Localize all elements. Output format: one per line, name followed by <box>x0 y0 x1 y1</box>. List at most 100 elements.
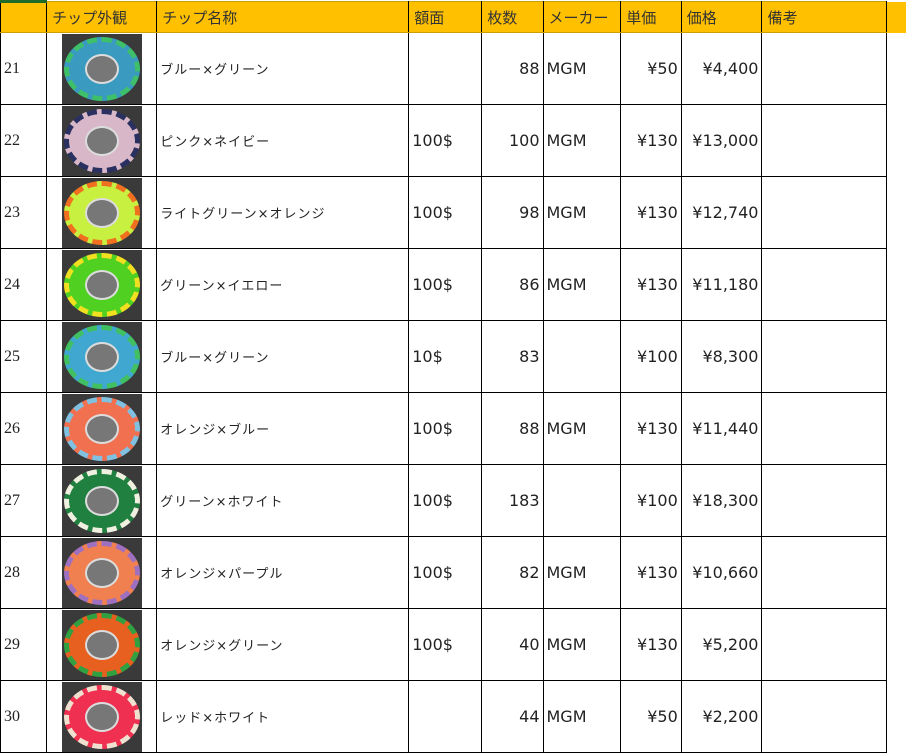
cell-maker[interactable]: MGM <box>542 176 622 249</box>
cell-image[interactable] <box>46 32 158 105</box>
cell-note[interactable] <box>761 608 888 681</box>
cell-no[interactable]: 24 <box>0 248 48 321</box>
cell-count[interactable]: 82 <box>481 536 544 609</box>
cell-unit-price[interactable]: ¥130 <box>620 392 682 465</box>
cell-note[interactable] <box>761 680 888 753</box>
cell-note[interactable] <box>761 392 888 465</box>
chip-photo[interactable] <box>61 249 142 320</box>
chip-photo[interactable] <box>61 609 142 680</box>
cell-unit-price[interactable]: ¥130 <box>620 608 682 681</box>
cell-unit-price[interactable]: ¥50 <box>620 32 682 105</box>
cell-unit-price[interactable]: ¥130 <box>620 104 682 177</box>
cell-unit-price[interactable]: ¥130 <box>620 176 682 249</box>
chip-photo[interactable] <box>61 105 142 176</box>
cell-count[interactable]: 40 <box>481 608 544 681</box>
cell-count[interactable]: 98 <box>481 176 544 249</box>
chip-photo[interactable] <box>61 177 142 248</box>
cell-image[interactable] <box>46 104 158 177</box>
cell-image[interactable] <box>46 392 158 465</box>
cell-count[interactable]: 83 <box>481 320 544 393</box>
cell-name[interactable]: グリーン×ホワイト <box>156 464 410 537</box>
chip-photo[interactable] <box>61 321 142 392</box>
cell-maker[interactable] <box>542 320 622 393</box>
cell-image[interactable] <box>46 248 158 321</box>
cell-face[interactable]: 100$ <box>408 464 483 537</box>
cell-image[interactable] <box>46 608 158 681</box>
cell-face[interactable]: 100$ <box>408 176 483 249</box>
cell-price[interactable]: ¥11,440 <box>680 392 763 465</box>
cell-no[interactable]: 23 <box>0 176 48 249</box>
cell-price[interactable]: ¥10,660 <box>680 536 763 609</box>
cell-image[interactable] <box>46 320 158 393</box>
cell-name[interactable]: レッド×ホワイト <box>156 680 410 753</box>
cell-face[interactable]: 100$ <box>408 104 483 177</box>
cell-price[interactable]: ¥4,400 <box>680 32 763 105</box>
cell-name[interactable]: ピンク×ネイビー <box>156 104 410 177</box>
cell-image[interactable] <box>46 680 158 753</box>
cell-no[interactable]: 26 <box>0 392 48 465</box>
cell-no[interactable]: 25 <box>0 320 48 393</box>
cell-price[interactable]: ¥8,300 <box>680 320 763 393</box>
cell-note[interactable] <box>761 104 888 177</box>
cell-name[interactable]: ブルー×グリーン <box>156 32 410 105</box>
cell-unit-price[interactable]: ¥50 <box>620 680 682 753</box>
cell-maker[interactable]: MGM <box>542 608 622 681</box>
cell-no[interactable]: 28 <box>0 536 48 609</box>
cell-note[interactable] <box>761 464 888 537</box>
cell-count[interactable]: 88 <box>481 32 544 105</box>
cell-face[interactable]: 100$ <box>408 392 483 465</box>
chip-photo[interactable] <box>61 33 142 104</box>
cell-name[interactable]: オレンジ×パープル <box>156 536 410 609</box>
cell-count[interactable]: 86 <box>481 248 544 321</box>
cell-face[interactable]: 100$ <box>408 608 483 681</box>
chip-photo[interactable] <box>61 393 142 464</box>
cell-name[interactable]: ライトグリーン×オレンジ <box>156 176 410 249</box>
cell-name[interactable]: オレンジ×ブルー <box>156 392 410 465</box>
chip-photo[interactable] <box>61 537 142 608</box>
cell-note[interactable] <box>761 536 888 609</box>
cell-count[interactable]: 88 <box>481 392 544 465</box>
cell-count[interactable]: 100 <box>481 104 544 177</box>
cell-price[interactable]: ¥11,180 <box>680 248 763 321</box>
cell-no[interactable]: 30 <box>0 680 48 753</box>
header-cell[interactable]: 価格 <box>680 1 763 33</box>
header-cell[interactable]: チップ名称 <box>156 1 410 33</box>
cell-note[interactable] <box>761 320 888 393</box>
cell-price[interactable]: ¥18,300 <box>680 464 763 537</box>
cell-maker[interactable] <box>542 464 622 537</box>
cell-maker[interactable]: MGM <box>542 104 622 177</box>
cell-count[interactable]: 44 <box>481 680 544 753</box>
cell-note[interactable] <box>761 176 888 249</box>
cell-maker[interactable]: MGM <box>542 536 622 609</box>
cell-image[interactable] <box>46 464 158 537</box>
cell-price[interactable]: ¥5,200 <box>680 608 763 681</box>
cell-price[interactable]: ¥13,000 <box>680 104 763 177</box>
cell-no[interactable]: 21 <box>0 32 48 105</box>
cell-face[interactable]: 100$ <box>408 248 483 321</box>
header-cell[interactable]: 額面 <box>408 1 483 33</box>
cell-face[interactable]: 10$ <box>408 320 483 393</box>
cell-price[interactable]: ¥2,200 <box>680 680 763 753</box>
cell-face[interactable]: 100$ <box>408 536 483 609</box>
cell-maker[interactable]: MGM <box>542 248 622 321</box>
header-cell[interactable]: チップ外観 <box>46 1 158 33</box>
cell-maker[interactable]: MGM <box>542 680 622 753</box>
cell-unit-price[interactable]: ¥130 <box>620 248 682 321</box>
cell-note[interactable] <box>761 248 888 321</box>
cell-maker[interactable]: MGM <box>542 32 622 105</box>
header-cell[interactable]: 枚数 <box>481 1 544 33</box>
header-cell[interactable]: 単価 <box>620 1 682 33</box>
cell-no[interactable]: 27 <box>0 464 48 537</box>
cell-unit-price[interactable]: ¥100 <box>620 320 682 393</box>
cell-note[interactable] <box>761 32 888 105</box>
chip-photo[interactable] <box>61 465 142 536</box>
cell-unit-price[interactable]: ¥100 <box>620 464 682 537</box>
header-cell[interactable] <box>0 0 48 33</box>
cell-maker[interactable]: MGM <box>542 392 622 465</box>
cell-price[interactable]: ¥12,740 <box>680 176 763 249</box>
cell-face[interactable] <box>408 680 483 753</box>
header-cell[interactable]: メーカー <box>542 1 622 33</box>
cell-image[interactable] <box>46 536 158 609</box>
header-cell[interactable]: 備考 <box>761 1 888 33</box>
cell-image[interactable] <box>46 176 158 249</box>
